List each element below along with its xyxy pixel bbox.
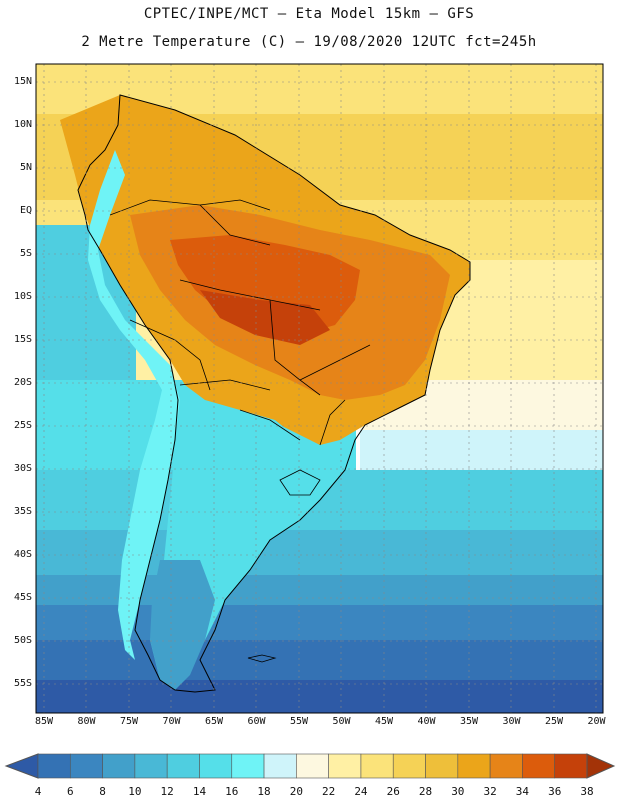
colorbar-segment xyxy=(263,753,297,779)
lat-label: 45S xyxy=(13,592,32,603)
lon-label: 25W xyxy=(544,716,564,727)
coastline xyxy=(77,94,471,693)
colorbar-label: 6 xyxy=(66,785,74,798)
patagonia xyxy=(150,560,215,690)
lat-label: 50S xyxy=(13,635,32,646)
lon-label: 75W xyxy=(119,716,139,727)
lat-label: 40S xyxy=(13,549,32,560)
colorbar-segment xyxy=(489,753,523,779)
colorbar-segment xyxy=(425,753,459,779)
colorbar-label: 36 xyxy=(548,785,562,798)
colorbar-min-arrow xyxy=(4,753,39,779)
lon-label: 30W xyxy=(502,716,521,727)
map-frame xyxy=(35,63,604,714)
colorbar-label: 12 xyxy=(160,785,174,798)
colorbar-segment xyxy=(360,753,394,779)
colorbar-label: 14 xyxy=(192,785,207,798)
lon-label: 20W xyxy=(587,716,606,727)
lon-label: 50W xyxy=(332,716,351,727)
colorbar xyxy=(4,753,616,779)
colorbar-segment xyxy=(166,753,200,779)
lon-label: 35W xyxy=(459,716,479,727)
lon-label: 80W xyxy=(77,716,96,727)
colorbar-segment xyxy=(457,753,491,779)
colorbar-label: 28 xyxy=(418,785,433,798)
lon-label: 85W xyxy=(34,716,54,727)
lon-label: 60W xyxy=(247,716,266,727)
colorbar-segment xyxy=(522,753,556,779)
lat-label: 30S xyxy=(13,463,32,474)
lat-label: 10N xyxy=(13,119,32,130)
continent-core xyxy=(200,290,330,345)
colorbar-label: 22 xyxy=(322,785,336,798)
colorbar-label: 24 xyxy=(354,785,368,798)
colorbar-label: 16 xyxy=(225,785,239,798)
colorbar-segment xyxy=(134,753,168,779)
borders xyxy=(109,199,371,446)
colorbar-segment xyxy=(231,753,265,779)
lon-label: 40W xyxy=(417,716,436,727)
lat-label: 35S xyxy=(13,506,32,517)
colorbar-label: 18 xyxy=(257,785,271,798)
colorbar-segment xyxy=(102,753,136,779)
grid-lines xyxy=(36,64,603,713)
lon-label: 55W xyxy=(289,716,309,727)
lat-label: 10S xyxy=(13,291,32,302)
colorbar-segment xyxy=(37,753,71,779)
lon-label: 45W xyxy=(374,716,394,727)
lat-label: EQ xyxy=(19,205,32,216)
colorbar-segment xyxy=(554,753,588,779)
colorbar-label: 34 xyxy=(515,785,530,798)
colorbar-segment xyxy=(296,753,329,779)
colorbar-segment xyxy=(328,753,362,779)
colorbar-label: 20 xyxy=(289,785,303,798)
lat-label: 20S xyxy=(13,377,32,388)
colorbar-label: 32 xyxy=(483,785,497,798)
colorbar-segment xyxy=(392,753,426,779)
falklands xyxy=(247,654,277,663)
colorbar-segment xyxy=(199,753,233,779)
lat-label: 25S xyxy=(13,420,32,431)
colorbar-segment xyxy=(69,753,103,779)
colorbar-label: 26 xyxy=(386,785,400,798)
map-title: CPTEC/INPE/MCT – Eta Model 15km – GFS xyxy=(143,6,475,22)
lon-label: 70W xyxy=(162,716,181,727)
lat-label: 55S xyxy=(13,678,32,689)
band-55s xyxy=(36,680,603,713)
colorbar-label: 10 xyxy=(128,785,142,798)
lat-label: 5N xyxy=(19,162,32,173)
lat-label: 5S xyxy=(19,248,32,259)
colorbar-label: 8 xyxy=(99,785,106,798)
colorbar-max-arrow xyxy=(586,753,616,779)
lat-label: 15N xyxy=(13,76,32,87)
uruguay-lagoon xyxy=(279,469,321,496)
lat-label: 15S xyxy=(13,334,32,345)
colorbar-label: 38 xyxy=(580,785,594,798)
colorbar-label: 30 xyxy=(451,785,465,798)
lon-label: 65W xyxy=(204,716,224,727)
andes-cold xyxy=(88,150,180,660)
colorbar-label: 4 xyxy=(34,785,42,798)
map-subtitle: 2 Metre Temperature (C) – 19/08/2020 12U… xyxy=(81,34,537,50)
